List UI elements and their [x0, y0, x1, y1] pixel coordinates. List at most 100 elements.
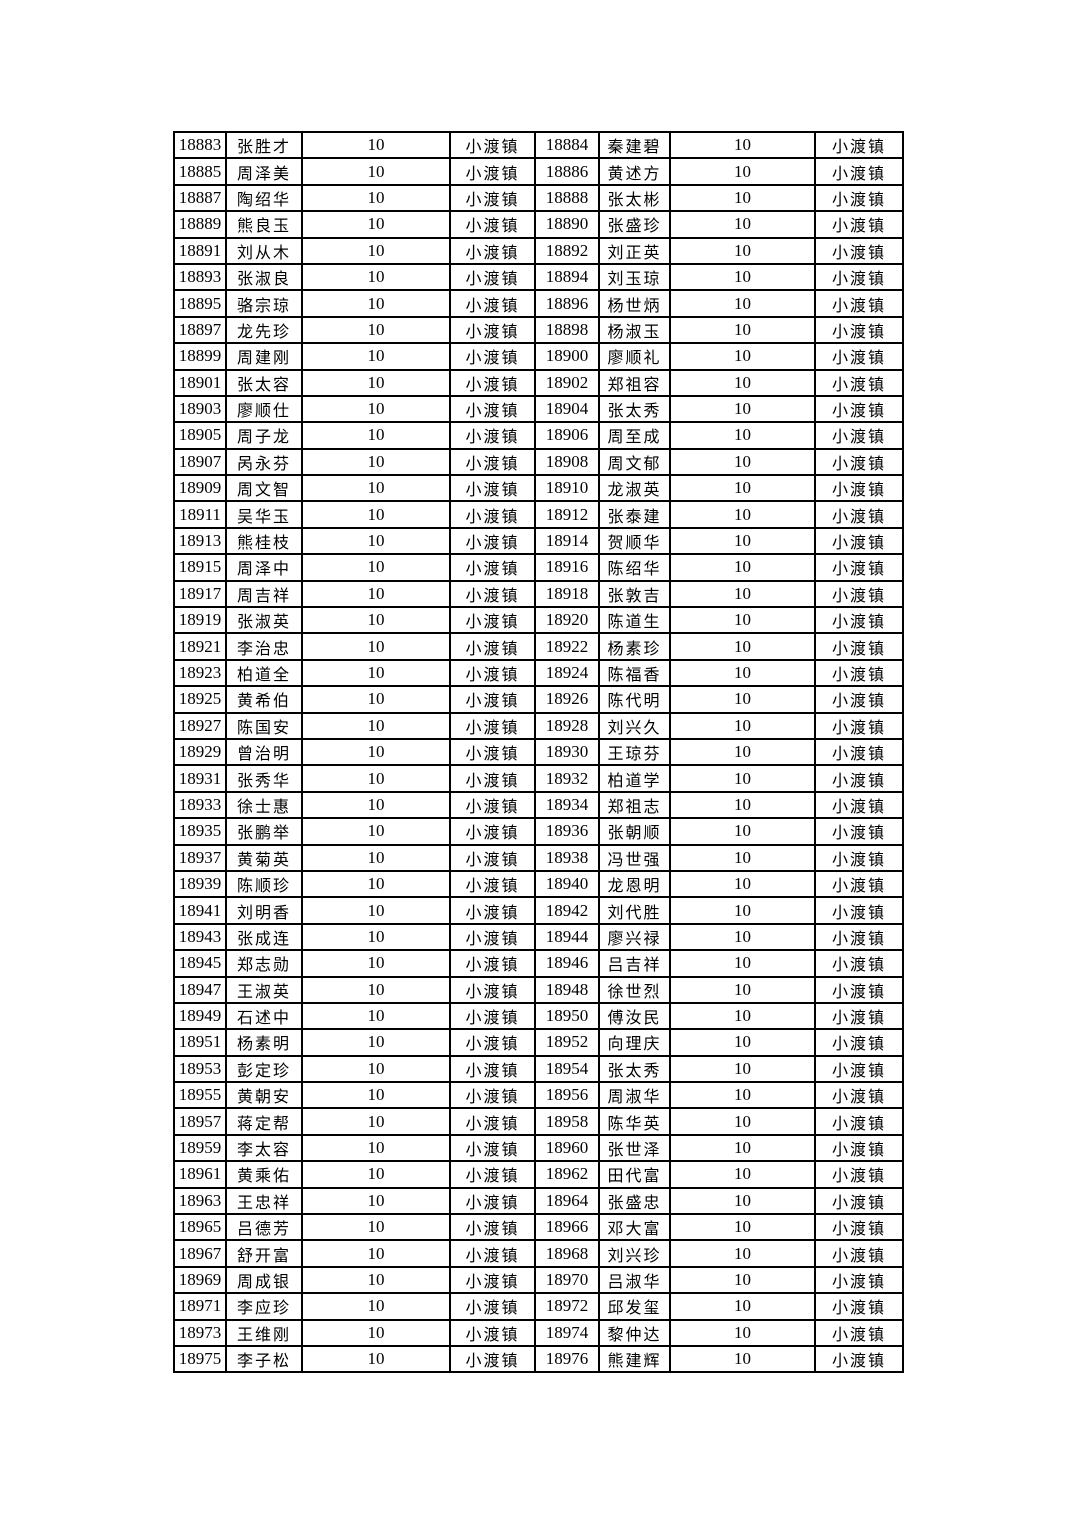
cell-town: 小渡镇: [449, 817, 536, 846]
cell-person-name: 陈华英: [598, 1107, 671, 1136]
cell-person-name: 廖顺礼: [598, 342, 671, 371]
cell-town: 小渡镇: [449, 394, 536, 424]
table-row: 18967 舒开富 10 小渡镇 18968 刘兴珍 10 小渡镇: [173, 1239, 904, 1268]
cell-points: 10: [669, 289, 816, 318]
cell-person-name: 刘兴久: [598, 711, 671, 740]
table-row: 18959 李太容 10 小渡镇 18960 张世泽 10 小渡镇: [173, 1133, 904, 1163]
cell-person-name: 郑祖志: [598, 790, 671, 820]
cell-record-id: 18885: [173, 157, 227, 186]
cell-points: 10: [669, 1318, 816, 1347]
table-row: 18971 李应珍 10 小渡镇 18972 邱发玺 10 小渡镇: [173, 1292, 904, 1321]
cell-town: 小渡镇: [814, 711, 904, 740]
table-row: 18965 吕德芳 10 小渡镇 18966 邓大富 10 小渡镇: [173, 1213, 904, 1242]
cell-town: 小渡镇: [449, 658, 536, 688]
cell-record-id: 18929: [173, 737, 227, 767]
cell-town: 小渡镇: [449, 210, 536, 239]
cell-town: 小渡镇: [449, 157, 536, 186]
cell-record-id: 18884: [534, 130, 600, 160]
cell-person-name: 王忠祥: [225, 1186, 303, 1216]
cell-points: 10: [669, 394, 816, 424]
cell-town: 小渡镇: [449, 975, 536, 1004]
cell-record-id: 18967: [173, 1239, 227, 1268]
cell-points: 10: [301, 315, 451, 345]
table-row: 18889 熊良玉 10 小渡镇 18890 张盛珍 10 小渡镇: [173, 210, 904, 239]
cell-person-name: 张成连: [225, 922, 303, 952]
cell-person-name: 陈福香: [598, 658, 671, 688]
cell-town: 小渡镇: [449, 922, 536, 952]
cell-points: 10: [669, 421, 816, 450]
cell-person-name: 周至成: [598, 421, 671, 450]
cell-record-id: 18943: [173, 922, 227, 952]
roster-table-body: 18883 张胜才 10 小渡镇 18884 秦建碧 10 小渡镇 18885 周泽美 10 小渡镇 1…: [173, 130, 904, 1374]
cell-points: 10: [301, 632, 451, 661]
cell-town: 小渡镇: [814, 342, 904, 371]
cell-person-name: 王淑英: [225, 975, 303, 1004]
table-row: 18975 李子松 10 小渡镇 18976 熊建辉 10 小渡镇: [173, 1344, 904, 1374]
cell-person-name: 张淑良: [225, 262, 303, 292]
cell-record-id: 18953: [173, 1054, 227, 1084]
cell-points: 10: [669, 737, 816, 767]
cell-person-name: 黄希伯: [225, 685, 303, 714]
cell-points: 10: [669, 474, 816, 503]
cell-town: 小渡镇: [449, 500, 536, 529]
cell-record-id: 18961: [173, 1160, 227, 1189]
cell-town: 小渡镇: [814, 1292, 904, 1321]
table-row: 18925 黄希伯 10 小渡镇 18926 陈代明 10 小渡镇: [173, 685, 904, 714]
table-row: 18953 彭定珍 10 小渡镇 18954 张太秀 10 小渡镇: [173, 1054, 904, 1084]
cell-points: 10: [301, 1186, 451, 1216]
cell-points: 10: [669, 236, 816, 265]
cell-record-id: 18974: [534, 1318, 600, 1347]
cell-person-name: 贺顺华: [598, 526, 671, 556]
table-row: 18935 张鹏举 10 小渡镇 18936 张朝顺 10 小渡镇: [173, 817, 904, 846]
table-row: 18933 徐士惠 10 小渡镇 18934 郑祖志 10 小渡镇: [173, 790, 904, 820]
cell-points: 10: [669, 606, 816, 635]
cell-points: 10: [301, 1265, 451, 1295]
cell-points: 10: [669, 210, 816, 239]
table-row: 18939 陈顺珍 10 小渡镇 18940 龙恩明 10 小渡镇: [173, 869, 904, 899]
cell-record-id: 18919: [173, 606, 227, 635]
cell-town: 小渡镇: [814, 210, 904, 239]
cell-record-id: 18962: [534, 1160, 600, 1189]
cell-points: 10: [301, 922, 451, 952]
cell-town: 小渡镇: [449, 1001, 536, 1031]
cell-points: 10: [669, 817, 816, 846]
cell-record-id: 18944: [534, 922, 600, 952]
cell-points: 10: [669, 922, 816, 952]
table-row: 18887 陶绍华 10 小渡镇 18888 张太彬 10 小渡镇: [173, 183, 904, 213]
cell-town: 小渡镇: [814, 183, 904, 213]
cell-person-name: 蒋定帮: [225, 1107, 303, 1136]
cell-record-id: 18945: [173, 949, 227, 978]
cell-record-id: 18973: [173, 1318, 227, 1347]
cell-town: 小渡镇: [449, 289, 536, 318]
cell-town: 小渡镇: [449, 632, 536, 661]
table-row: 18909 周文智 10 小渡镇 18910 龙淑英 10 小渡镇: [173, 474, 904, 503]
cell-person-name: 张朝顺: [598, 817, 671, 846]
cell-record-id: 18912: [534, 500, 600, 529]
cell-points: 10: [301, 737, 451, 767]
cell-person-name: 周文智: [225, 474, 303, 503]
cell-town: 小渡镇: [449, 869, 536, 899]
cell-person-name: 刘代胜: [598, 896, 671, 925]
cell-town: 小渡镇: [814, 790, 904, 820]
cell-person-name: 吕吉祥: [598, 949, 671, 978]
cell-record-id: 18968: [534, 1239, 600, 1268]
cell-points: 10: [669, 632, 816, 661]
cell-person-name: 张胜才: [225, 130, 303, 160]
cell-person-name: 吕淑华: [598, 1265, 671, 1295]
cell-points: 10: [669, 130, 816, 160]
cell-town: 小渡镇: [814, 737, 904, 767]
cell-town: 小渡镇: [814, 500, 904, 529]
cell-record-id: 18889: [173, 210, 227, 239]
cell-points: 10: [301, 368, 451, 397]
table-row: 18895 骆宗琼 10 小渡镇 18896 杨世炳 10 小渡镇: [173, 289, 904, 318]
cell-points: 10: [669, 790, 816, 820]
cell-record-id: 18888: [534, 183, 600, 213]
cell-person-name: 杨淑玉: [598, 315, 671, 345]
cell-record-id: 18958: [534, 1107, 600, 1136]
cell-points: 10: [301, 711, 451, 740]
cell-record-id: 18905: [173, 421, 227, 450]
cell-points: 10: [301, 685, 451, 714]
cell-person-name: 柏道全: [225, 658, 303, 688]
cell-person-name: 吕德芳: [225, 1213, 303, 1242]
